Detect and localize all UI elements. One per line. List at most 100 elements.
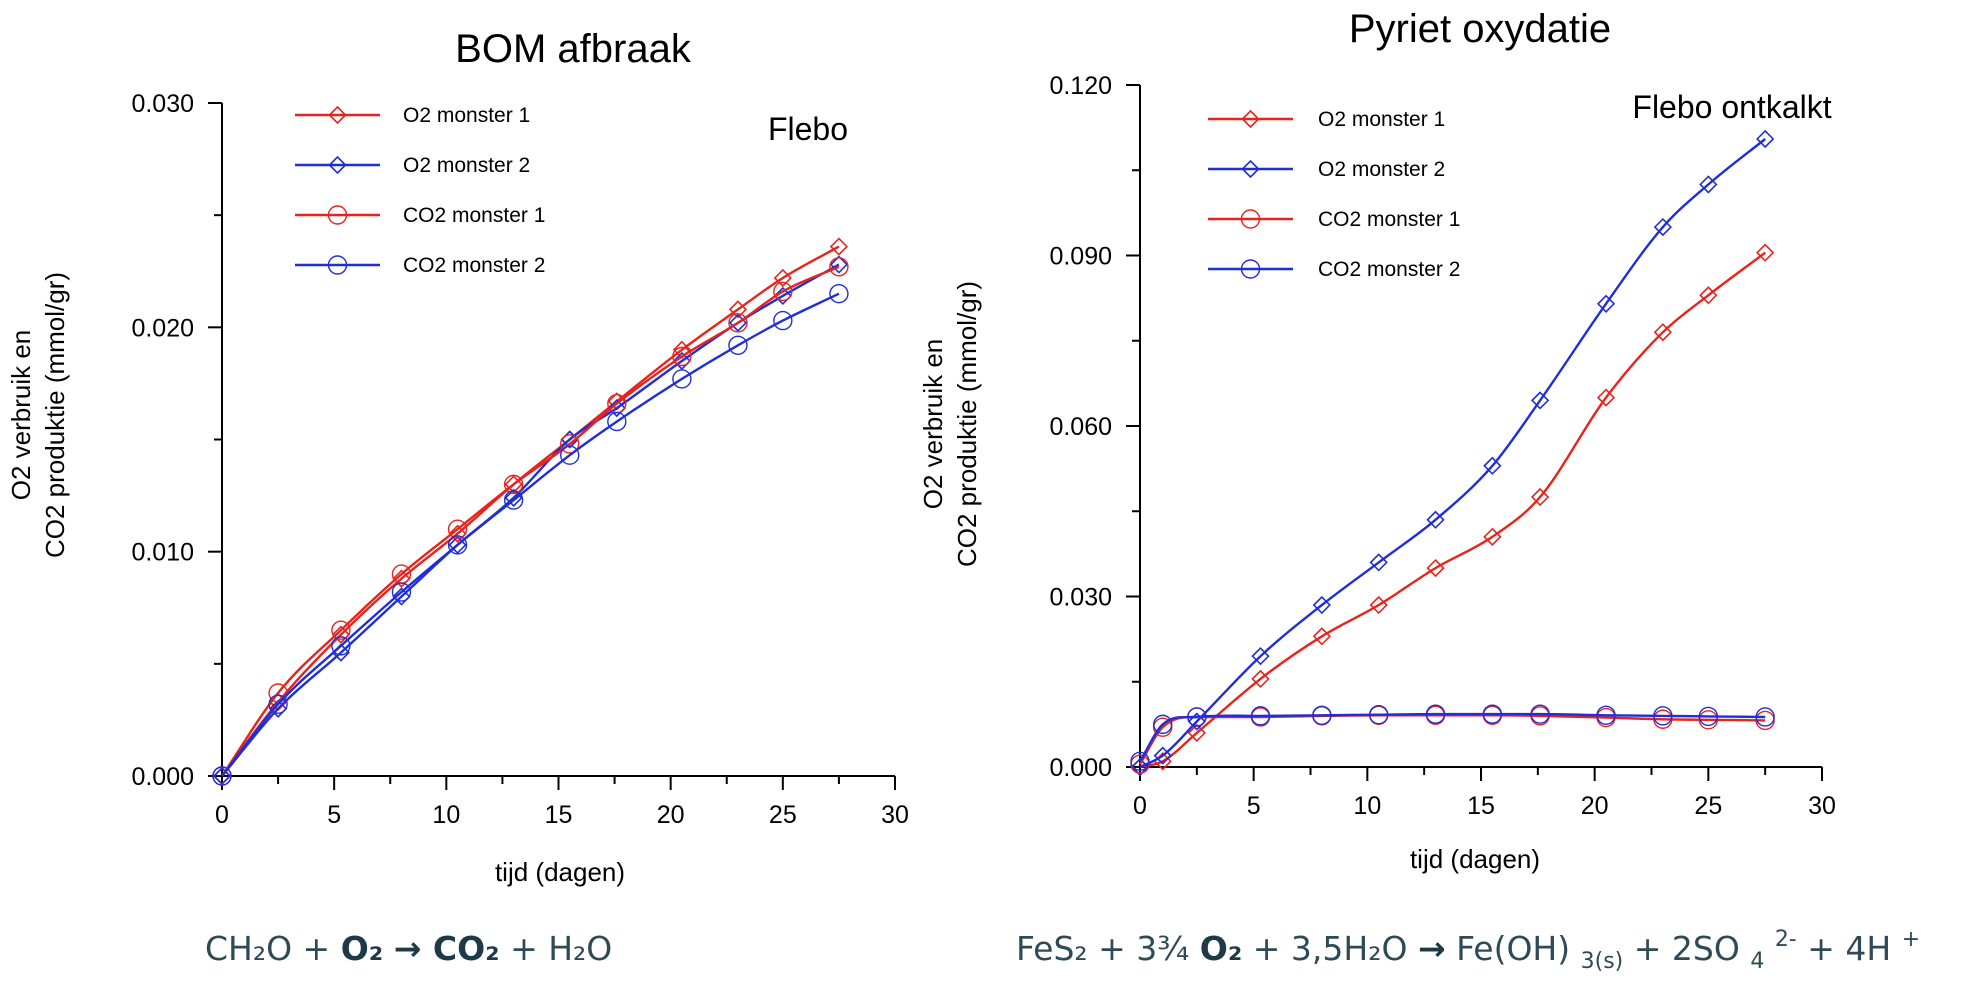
right-x-tick-label: 20 [1581, 792, 1609, 820]
right-series-line [1139, 251, 1766, 769]
left-y-tick-label: 0.000 [131, 763, 194, 791]
left-equation: CH₂O + O₂ → CO₂ + H₂O [205, 929, 612, 968]
right-chart-title: Pyriet oxydatie [1349, 7, 1611, 51]
left-data-point [212, 766, 232, 786]
left-data-point [728, 300, 748, 319]
left-x-tick-label: 20 [657, 801, 685, 829]
left-data-point [268, 683, 288, 703]
left-data-point [728, 313, 748, 333]
eq1-part-a: CH₂O + [205, 929, 341, 968]
right-chart-annotation: Flebo ontkalkt [1632, 89, 1831, 125]
left-legend-marker [328, 105, 347, 125]
eq1-part-b: + H₂O [510, 929, 612, 968]
left-x-tick-label: 25 [769, 801, 797, 829]
left-x-tick-label: 10 [432, 801, 460, 829]
right-legend-label: O2 monster 2 [1318, 158, 1445, 181]
right-data-point [1130, 757, 1150, 777]
eq2-sub-4: 4 [1750, 949, 1764, 974]
right-data-point [1756, 243, 1775, 262]
left-data-point [773, 310, 793, 331]
left-chart-title: BOM afbraak [455, 27, 692, 71]
left-data-point [773, 268, 792, 288]
right-data-point [1530, 487, 1550, 507]
right-data-point [1187, 707, 1207, 727]
left-data-point [672, 369, 692, 389]
left-series-line [221, 265, 840, 777]
left-data-point [268, 699, 288, 718]
left-series-line [221, 292, 840, 777]
left-data-point [392, 587, 411, 606]
left-legend-marker [328, 155, 347, 175]
right-data-point [1699, 286, 1718, 305]
right-data-point [1250, 706, 1271, 726]
left-data-point [392, 569, 411, 588]
right-x-axis-label: tijd (dagen) [1410, 844, 1540, 874]
right-data-point [1187, 723, 1206, 743]
left-data-point [448, 524, 467, 543]
right-y-tick-label: 0.000 [1049, 754, 1112, 782]
right-legend-label: O2 monster 1 [1318, 108, 1445, 131]
right-x-tick-label: 30 [1808, 792, 1836, 820]
left-data-point [447, 535, 468, 555]
right-x-tick-label: 10 [1353, 792, 1381, 820]
right-data-point [1426, 558, 1445, 578]
right-series-line [1139, 138, 1766, 769]
right-legend-marker [1241, 109, 1260, 129]
left-data-point [607, 411, 627, 432]
right-y-tick-label: 0.120 [1049, 72, 1112, 100]
right-legend-label: CO2 monster 1 [1318, 208, 1460, 231]
right-data-point [1596, 705, 1616, 725]
right-data-point [1530, 391, 1550, 410]
left-data-point [331, 625, 351, 644]
left-legend-marker [327, 205, 348, 225]
eq2-part-c: Fe(OH) [1456, 929, 1570, 968]
left-data-point [829, 255, 849, 274]
right-legend-marker [1241, 159, 1260, 179]
right-data-point [1755, 707, 1775, 727]
right-legend-marker [1240, 259, 1261, 279]
eq1-arrow: → [394, 929, 433, 968]
right-y-axis-label-line2: CO2 produktie (mmol/gr) [952, 281, 982, 567]
left-data-point [391, 582, 412, 602]
left-data-point [212, 766, 232, 786]
left-y-tick-label: 0.010 [131, 539, 194, 567]
left-chart-plot: 0 5 10 15 20 25 30 0.000 0.010 0.020 0.030 O2 monst… [131, 90, 908, 829]
right-data-point [1130, 751, 1150, 772]
left-data-point [331, 620, 351, 640]
left-data-point [560, 434, 580, 454]
eq2-part-e: + 4H [1807, 929, 1891, 968]
left-data-point [728, 335, 748, 355]
left-legend-label: CO2 monster 1 [403, 204, 545, 227]
left-y-axis-label-line2: CO2 produktie (mmol/gr) [40, 272, 70, 558]
right-data-point [1368, 705, 1389, 725]
eq2-part-b: + 3,5H₂O [1253, 929, 1418, 968]
left-y-axis-label-line1: O2 verbruik en [6, 330, 36, 501]
right-data-point [1312, 595, 1331, 615]
right-data-point [1596, 294, 1616, 313]
right-data-point [1251, 669, 1270, 689]
left-data-point [672, 346, 692, 367]
eq2-o2: O₂ [1200, 929, 1243, 968]
eq2-sup-2minus: 2- [1775, 927, 1797, 952]
left-legend-marker [327, 255, 348, 275]
left-x-tick-label: 15 [545, 801, 573, 829]
eq2-part-a: FeS₂ + 3¾ [1016, 929, 1189, 968]
right-y-tick-label: 0.060 [1049, 413, 1112, 441]
right-data-point [1698, 706, 1719, 727]
left-legend-label: CO2 monster 2 [403, 254, 545, 277]
left-data-point [829, 237, 849, 256]
right-x-tick-label: 5 [1247, 792, 1261, 820]
eq2-sup-plus: + [1902, 927, 1920, 952]
left-data-point [672, 351, 692, 371]
right-equation: FeS₂ + 3¾ O₂ + 3,5H₂O → Fe(OH) 3(s) + 2S… [1016, 915, 1920, 976]
right-legend-marker [1240, 209, 1261, 229]
left-y-tick-label: 0.020 [131, 314, 194, 342]
left-legend-label: O2 monster 1 [403, 104, 530, 127]
right-data-point [1756, 129, 1775, 149]
left-data-point [829, 283, 849, 304]
right-data-point [1369, 595, 1388, 615]
right-y-axis-label-line1: O2 verbruik en [918, 339, 948, 510]
left-y-tick-label: 0.030 [131, 90, 194, 118]
right-x-tick-label: 25 [1694, 792, 1722, 820]
